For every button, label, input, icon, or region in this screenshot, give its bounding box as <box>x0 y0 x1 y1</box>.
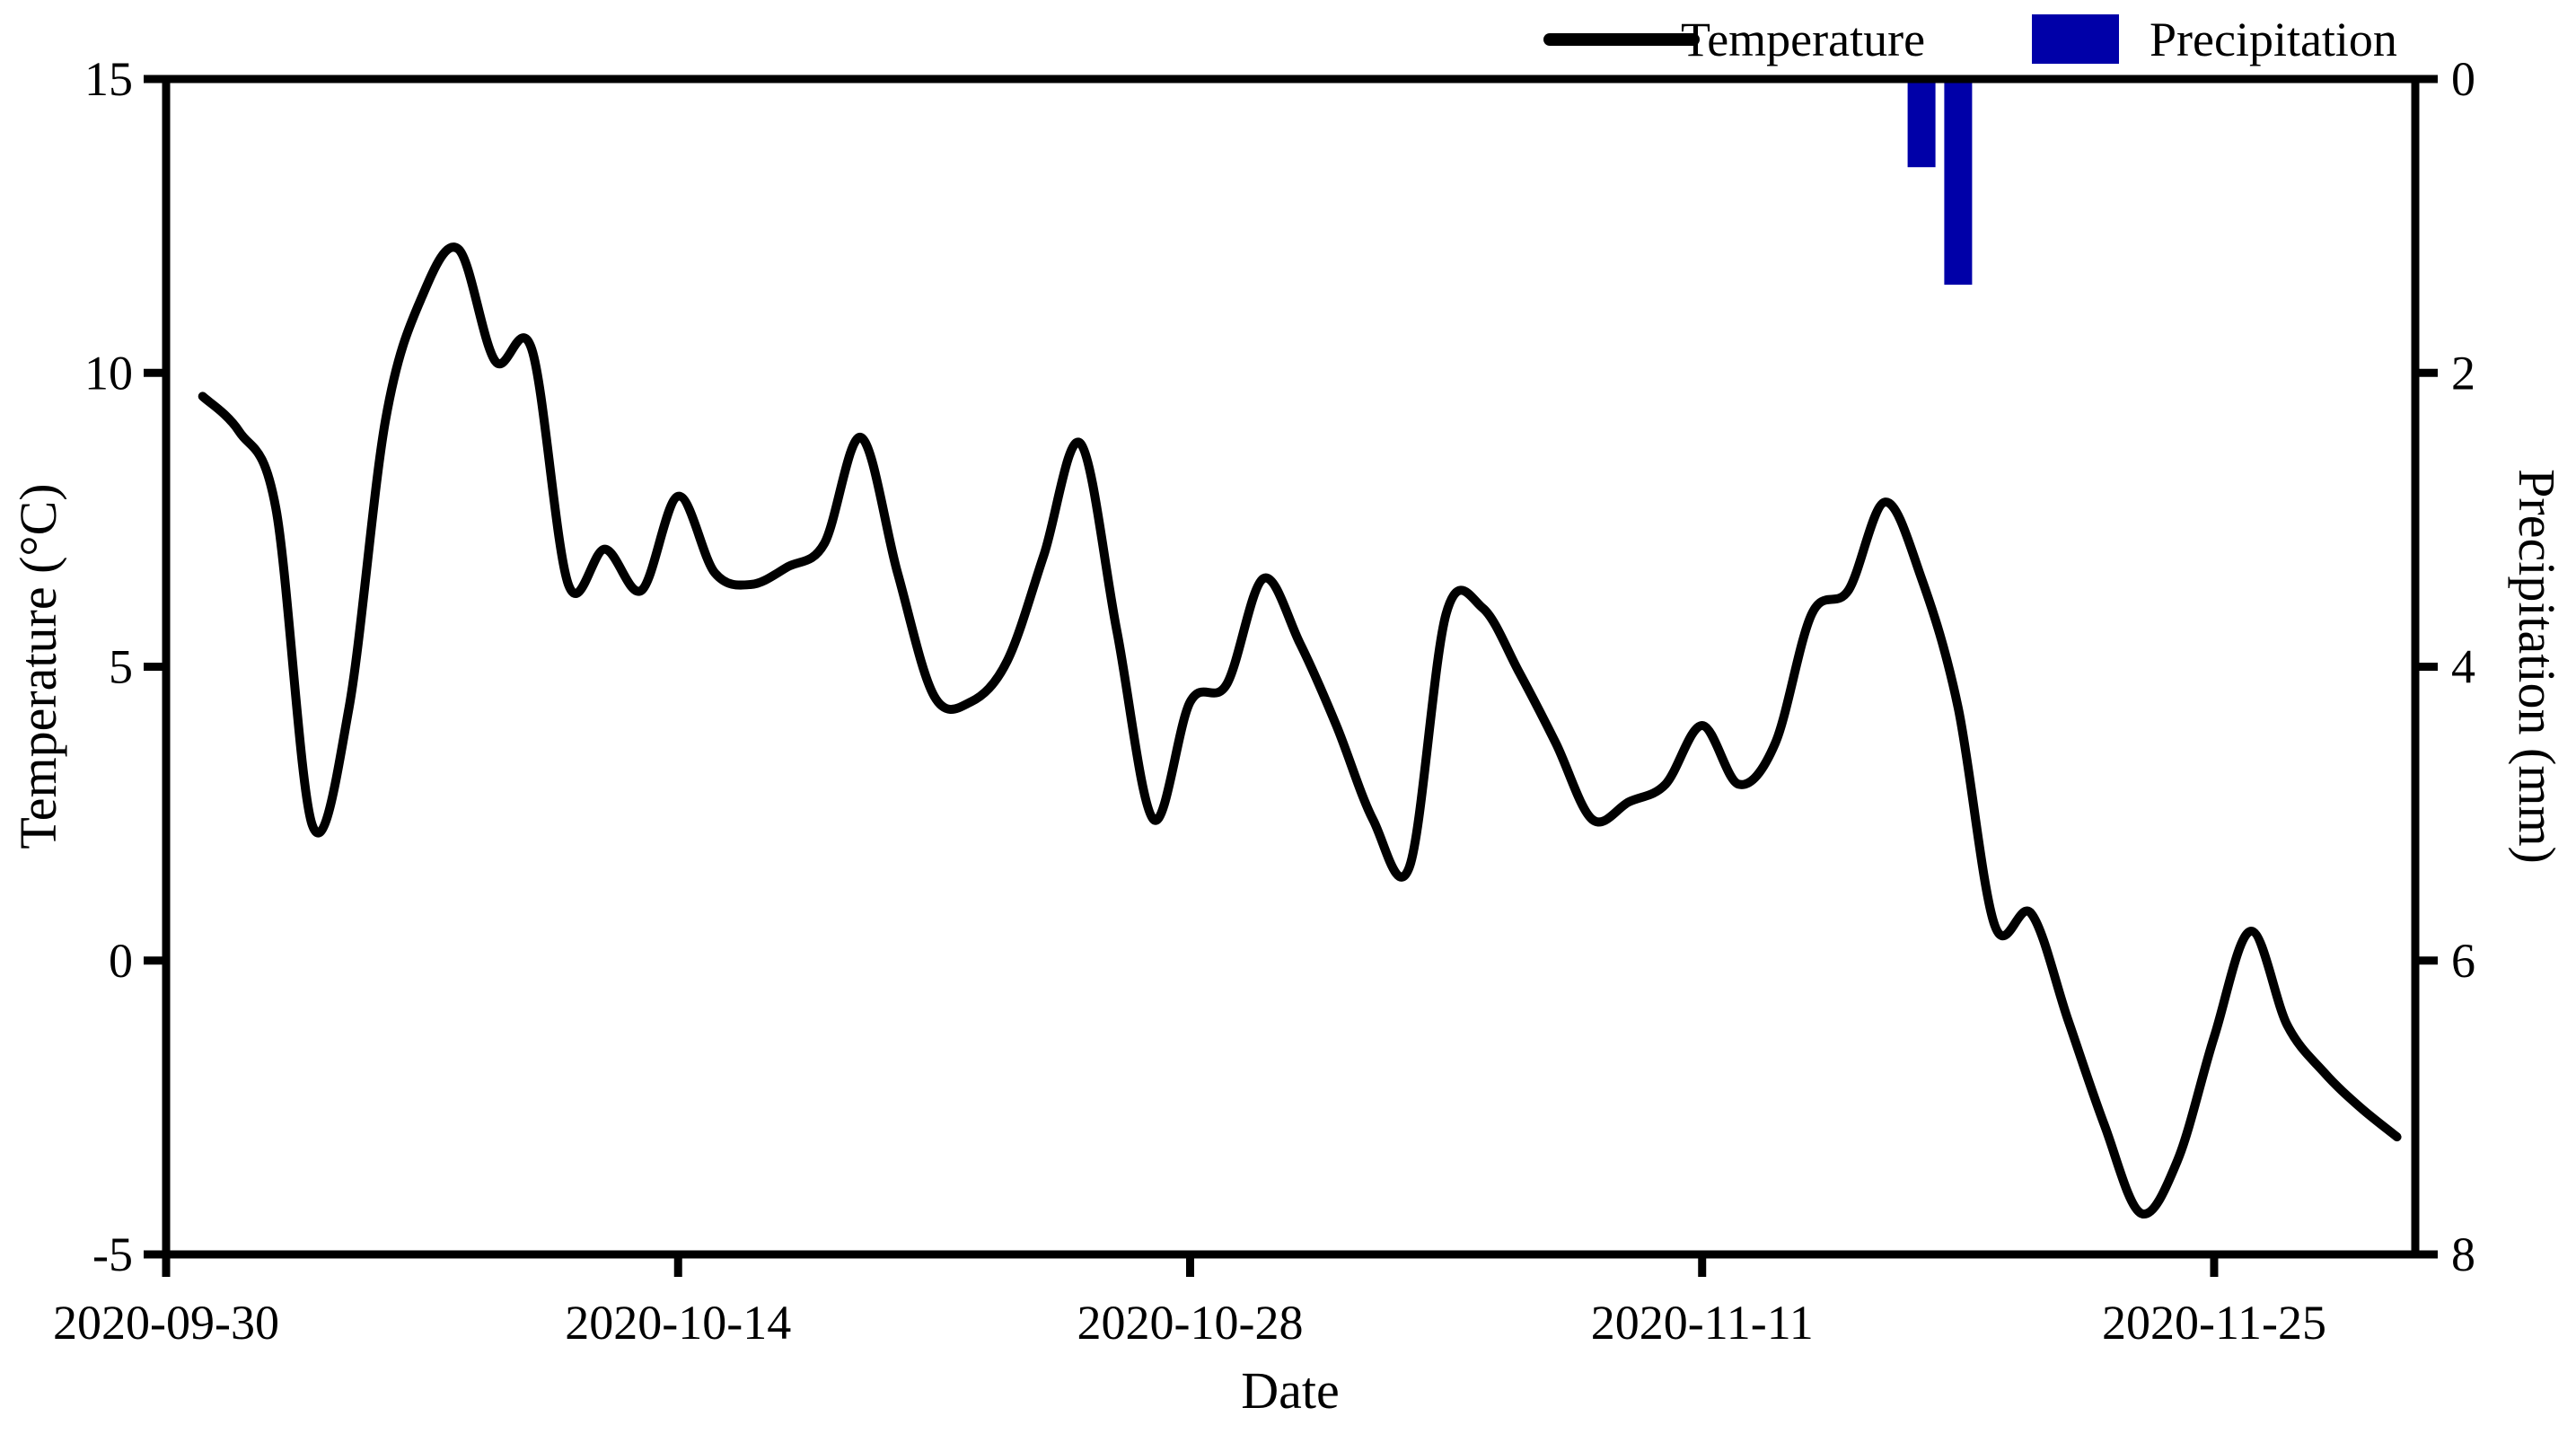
y-left-axis-title: Temperature (°C) <box>9 483 67 849</box>
x-tick-label: 2020-10-14 <box>565 1296 791 1350</box>
temperature-legend-label: Temperature <box>1681 13 1925 66</box>
y-right-tick-label: 4 <box>2451 640 2475 694</box>
precipitation-legend-patch-swatch <box>2032 14 2119 64</box>
axes-frame <box>162 75 2420 1259</box>
temperature-line <box>198 242 2402 1218</box>
precipitation-bar <box>1907 79 1936 168</box>
y-right-axis-title: Precipitation (mm) <box>2508 469 2566 864</box>
y-right-tick-label: 6 <box>2451 934 2475 988</box>
precipitation-bar <box>1944 79 1973 286</box>
y-right-tick-label: 8 <box>2451 1227 2475 1281</box>
axis-ticks: 15 10 5 0 -5 0 2 4 6 8 2020-09-30 2020-10-14 2020-10… <box>53 52 2475 1350</box>
legend: Temperature Precipitation <box>1543 13 2397 66</box>
y-left-tick-label: -5 <box>92 1227 133 1281</box>
y-left-tick-label: 15 <box>84 52 133 106</box>
y-right-tick-label: 2 <box>2451 346 2475 400</box>
x-tick-label: 2020-10-28 <box>1077 1296 1304 1350</box>
y-left-tick-label: 10 <box>84 346 133 400</box>
x-tick-label: 2020-11-25 <box>2102 1296 2326 1350</box>
x-tick-label: 2020-11-11 <box>1591 1296 1814 1350</box>
y-left-tick-label: 0 <box>109 934 133 988</box>
y-right-tick-label: 0 <box>2451 52 2475 106</box>
y-left-tick-label: 5 <box>109 640 133 694</box>
precipitation-bars <box>1907 79 1973 286</box>
x-tick-label: 2020-09-30 <box>53 1296 279 1350</box>
x-axis-title: Date <box>1241 1361 1340 1420</box>
precipitation-legend-label: Precipitation <box>2150 13 2397 66</box>
